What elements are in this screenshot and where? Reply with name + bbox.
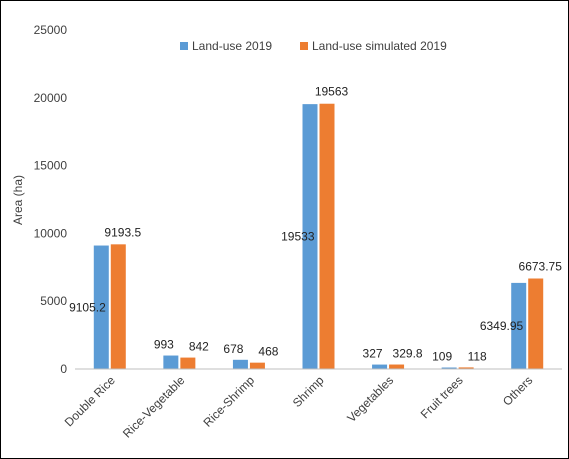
y-tick-label-0: 0 [60, 362, 67, 376]
data-label-shrimp-land-use-simulated-2019: 19563 [315, 85, 349, 99]
x-axis-category-labels: Double Rice Rice-Vegetable Rice-Shrimp Shri… [62, 373, 536, 441]
y-tick-label-10000: 10000 [34, 226, 68, 240]
data-label-double-rice-land-use-simulated-2019: 9193.5 [104, 225, 141, 239]
bar-shrimp-land-use-simulated-2019 [319, 103, 335, 370]
x-category-label-others: Others [500, 373, 535, 408]
legend-swatch-land-use-simulated-2019 [300, 42, 308, 50]
x-category-label-vegetables: Vegetables [344, 373, 396, 425]
data-label-others-land-use-2019: 6349.95 [480, 319, 524, 333]
bar-double-rice-land-use-simulated-2019 [110, 244, 126, 369]
bar-others-land-use-2019 [511, 282, 527, 369]
data-label-fruit-trees-land-use-2019: 109 [432, 350, 452, 364]
bar-fruit-trees-land-use-2019 [441, 367, 457, 369]
x-category-label-fruit-trees: Fruit trees [418, 373, 466, 421]
legend-label-land-use-simulated-2019: Land-use simulated 2019 [312, 39, 447, 53]
data-label-vegetables-land-use-simulated-2019: 329.8 [393, 347, 423, 361]
y-axis-ticks: 0 5000 10000 15000 20000 25000 [34, 23, 68, 376]
x-category-label-rice-shrimp: Rice-Shrimp [200, 373, 257, 430]
data-label-others-land-use-simulated-2019: 6673.75 [519, 260, 563, 274]
y-tick-label-5000: 5000 [40, 294, 67, 308]
data-label-shrimp-land-use-2019: 19533 [281, 230, 315, 244]
legend-label-land-use-2019: Land-use 2019 [192, 39, 272, 53]
y-tick-label-25000: 25000 [34, 23, 68, 37]
x-category-label-shrimp: Shrimp [290, 373, 327, 410]
bar-double-rice-land-use-2019 [93, 245, 109, 369]
data-label-rice-vegetable-land-use-2019: 993 [154, 338, 174, 352]
x-category-label-double-rice: Double Rice [62, 373, 118, 429]
data-label-vegetables-land-use-2019: 327 [363, 347, 383, 361]
bar-vegetables-land-use-2019 [372, 364, 388, 369]
data-label-rice-shrimp-land-use-simulated-2019: 468 [258, 345, 278, 359]
data-label-rice-vegetable-land-use-simulated-2019: 842 [189, 340, 209, 354]
y-tick-label-20000: 20000 [34, 91, 68, 105]
bar-rice-shrimp-land-use-simulated-2019 [249, 362, 265, 369]
legend: Land-use 2019 Land-use simulated 2019 [180, 39, 447, 53]
bar-rice-shrimp-land-use-2019 [232, 359, 248, 369]
bar-rice-vegetable-land-use-simulated-2019 [180, 357, 196, 369]
bar-vegetables-land-use-simulated-2019 [389, 364, 405, 369]
bar-shrimp-land-use-2019 [302, 104, 318, 370]
data-label-fruit-trees-land-use-simulated-2019: 118 [468, 349, 487, 363]
data-label-double-rice-land-use-2019: 9105.2 [69, 300, 106, 314]
y-axis-title: Area (ha) [11, 175, 25, 225]
bars [93, 103, 544, 370]
data-labels: 9105.2 9193.5 993 842 678 468 19533 19563 327 329… [69, 85, 562, 364]
bar-others-land-use-simulated-2019 [528, 278, 544, 369]
x-category-label-rice-vegetable: Rice-Vegetable [120, 373, 188, 441]
data-label-rice-shrimp-land-use-2019: 678 [223, 342, 243, 356]
bar-fruit-trees-land-use-simulated-2019 [458, 367, 474, 369]
y-tick-label-15000: 15000 [34, 159, 68, 173]
legend-swatch-land-use-2019 [180, 42, 188, 50]
bar-rice-vegetable-land-use-2019 [163, 355, 179, 369]
